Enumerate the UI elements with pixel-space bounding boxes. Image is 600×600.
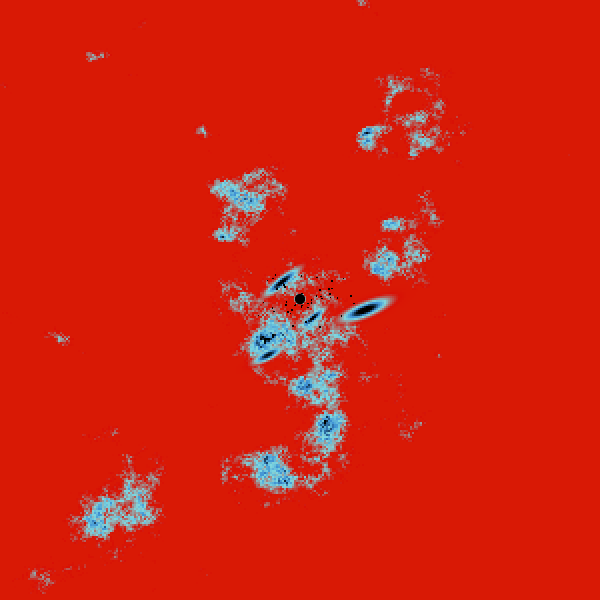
infrared-cloud-top-heatmap <box>0 0 600 600</box>
satellite-image-viewer[interactable] <box>0 0 600 600</box>
